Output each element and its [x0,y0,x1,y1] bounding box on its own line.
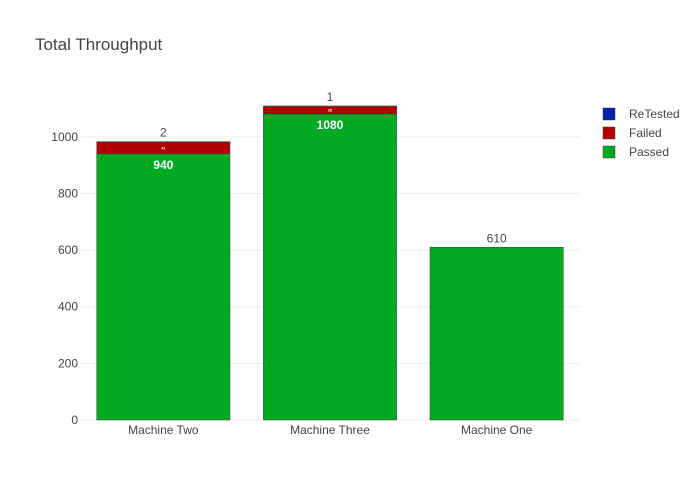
legend-swatch [602,107,616,121]
legend-label: Passed [629,145,669,159]
bar-retested-1[interactable] [263,105,397,107]
legend-item-failed[interactable]: Failed [602,126,662,140]
legend[interactable]: ReTested Failed Passed [602,107,680,159]
y-tick-label: 800 [58,186,78,200]
bar-value-label: 940 [153,158,173,172]
bar-value-label: 2 [160,126,167,140]
y-tick-label: 200 [58,356,78,370]
legend-item-passed[interactable]: Passed [602,145,669,159]
y-tick-label: 400 [58,300,78,314]
x-axis: Machine Two Machine Three Machine One [128,423,533,437]
y-axis: 0 200 400 600 800 1000 [51,130,78,427]
legend-swatch [602,145,616,159]
legend-item-retested[interactable]: ReTested [602,107,680,121]
bar-passed-2[interactable] [429,247,564,421]
bar-value-label: 1080 [317,118,344,132]
y-tick-label: 600 [58,243,78,257]
bar-passed-1[interactable] [263,113,397,421]
x-tick-label: Machine Three [290,423,370,437]
y-tick-label: 1000 [51,130,78,144]
bar-retested-0[interactable] [96,141,231,143]
chart-title: Total Throughput [35,35,163,54]
y-tick-label: 0 [71,413,78,427]
bar-value-label: 610 [487,231,507,245]
bar-value-label: 1 [327,90,334,104]
bar-value-label: 28 [328,108,333,113]
bars: 940 41 2 1080 28 1 610 [96,90,564,421]
legend-label: Failed [629,126,662,140]
bar-passed-0[interactable] [96,153,231,421]
x-tick-label: Machine One [461,423,533,437]
legend-swatch [602,126,616,140]
legend-label: ReTested [629,107,680,121]
bar-value-label: 41 [161,146,166,151]
x-tick-label: Machine Two [128,423,199,437]
